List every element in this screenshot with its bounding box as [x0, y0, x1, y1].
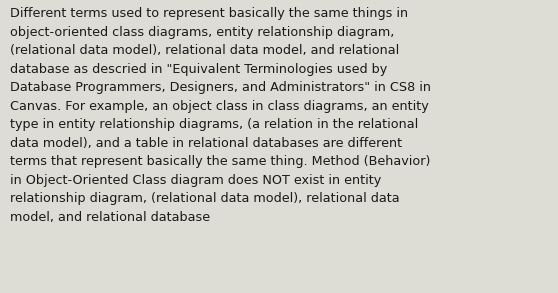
Text: Different terms used to represent basically the same things in
object-oriented c: Different terms used to represent basica… — [10, 7, 431, 224]
